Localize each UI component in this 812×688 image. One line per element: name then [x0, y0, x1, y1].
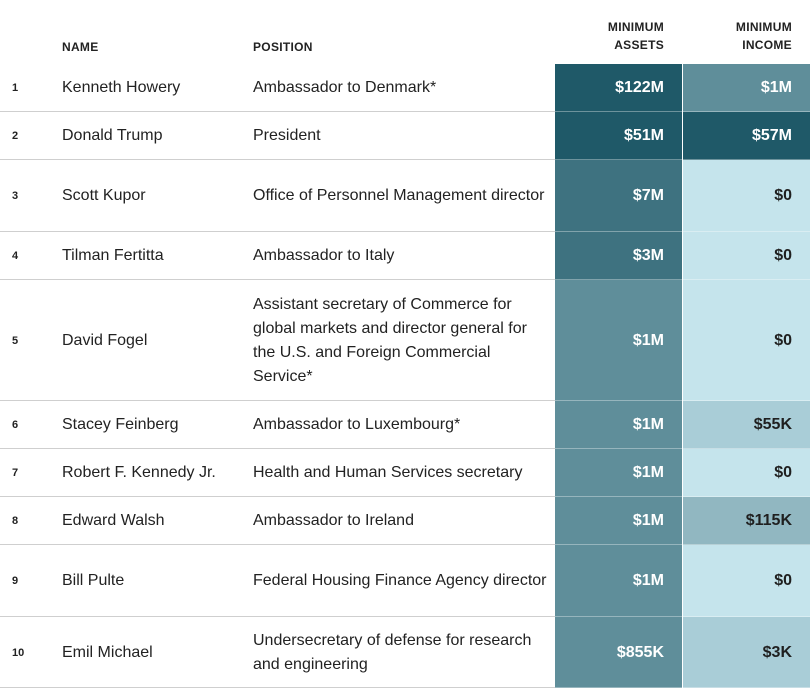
row-rank: 1 — [12, 82, 19, 94]
row-name: Bill Pulte — [62, 572, 125, 589]
row-divider — [0, 400, 555, 401]
row-name: Scott Kupor — [62, 187, 146, 204]
table-header: NAME POSITION MINIMUM ASSETS MINIMUM INC… — [0, 0, 812, 64]
income-cell: $55K — [683, 401, 810, 449]
table-row: 3 Scott Kupor Office of Personnel Manageme… — [0, 160, 812, 232]
income-cell: $0 — [683, 280, 810, 401]
row-rank: 10 — [12, 646, 25, 659]
row-divider — [0, 616, 555, 617]
cell-divider — [555, 279, 810, 280]
row-rank: 7 — [12, 467, 19, 479]
column-header-assets-line1: MINIMUM — [607, 20, 664, 34]
column-header-income-line2: INCOME — [742, 38, 792, 52]
column-header-name: NAME — [62, 40, 99, 54]
row-position: Ambassador to Ireland — [253, 512, 414, 529]
row-position: Assistant secretary of Commerce for glob… — [253, 295, 527, 385]
row-divider — [0, 496, 555, 497]
row-divider — [0, 231, 555, 232]
assets-cell: $1M — [555, 449, 682, 497]
income-cell: $115K — [683, 497, 810, 545]
cell-divider — [555, 496, 810, 497]
row-name: David Fogel — [62, 331, 148, 349]
row-divider — [0, 111, 555, 112]
income-cell: $1M — [683, 64, 810, 112]
cell-divider — [555, 159, 810, 160]
row-divider — [0, 279, 555, 280]
row-rank: 8 — [12, 515, 19, 527]
cell-divider — [555, 448, 810, 449]
row-position: President — [253, 127, 321, 144]
row-position: Federal Housing Finance Agency director — [253, 572, 547, 589]
row-rank: 5 — [12, 334, 19, 347]
row-divider — [0, 544, 555, 545]
assets-cell: $122M — [555, 64, 682, 112]
cell-divider — [555, 231, 810, 232]
row-rank: 6 — [12, 419, 19, 431]
table-row: 10 Emil Michael Undersecretary of defense … — [0, 617, 812, 688]
row-name: Emil Michael — [62, 643, 153, 661]
income-cell: $0 — [683, 160, 810, 232]
cell-divider — [555, 544, 810, 545]
assets-cell: $51M — [555, 112, 682, 160]
row-name: Stacey Feinberg — [62, 416, 179, 433]
cell-divider — [555, 400, 810, 401]
cell-divider — [555, 616, 810, 617]
row-name: Tilman Fertitta — [62, 247, 164, 264]
row-rank: 4 — [12, 250, 19, 262]
table-row: 2 Donald Trump President $51M $57M — [0, 112, 812, 160]
row-divider — [0, 159, 555, 160]
assets-cell: $1M — [555, 545, 682, 617]
assets-cell: $3M — [555, 232, 682, 280]
row-position: Health and Human Services secretary — [253, 464, 523, 481]
table-row: 8 Edward Walsh Ambassador to Ireland $1M $11… — [0, 497, 812, 545]
assets-cell: $855K — [555, 617, 682, 688]
row-position: Undersecretary of defense for research a… — [253, 631, 532, 673]
row-rank: 3 — [12, 190, 19, 202]
row-name: Kenneth Howery — [62, 79, 181, 96]
income-cell: $0 — [683, 232, 810, 280]
column-header-assets-line2: ASSETS — [614, 38, 664, 52]
table-row: 1 Kenneth Howery Ambassador to Denmark* $12… — [0, 64, 812, 112]
income-cell: $0 — [683, 545, 810, 617]
income-cell: $57M — [683, 112, 810, 160]
table-row: 7 Robert F. Kennedy Jr. Health and Human S… — [0, 449, 812, 497]
table-row: 9 Bill Pulte Federal Housing Finance Agenc… — [0, 545, 812, 617]
column-header-income-line1: MINIMUM — [735, 20, 792, 34]
row-position: Office of Personnel Management director — [253, 187, 545, 204]
table-row: 4 Tilman Fertitta Ambassador to Italy $3M $0 — [0, 232, 812, 280]
column-header-income: MINIMUM INCOME — [736, 18, 792, 54]
row-divider — [0, 448, 555, 449]
assets-cell: $7M — [555, 160, 682, 232]
column-header-assets: MINIMUM ASSETS — [608, 18, 664, 54]
table-row: 5 David Fogel Assistant secretary of Comme… — [0, 280, 812, 401]
income-cell: $0 — [683, 449, 810, 497]
row-rank: 2 — [12, 130, 19, 142]
cell-divider — [555, 111, 810, 112]
row-position: Ambassador to Italy — [253, 247, 395, 264]
row-name: Donald Trump — [62, 127, 163, 144]
assets-cell: $1M — [555, 401, 682, 449]
row-name: Edward Walsh — [62, 512, 165, 529]
row-name: Robert F. Kennedy Jr. — [62, 464, 216, 481]
row-rank: 9 — [12, 575, 19, 587]
assets-cell: $1M — [555, 280, 682, 401]
column-header-position: POSITION — [253, 40, 313, 54]
row-position: Ambassador to Denmark* — [253, 79, 437, 96]
table-row: 6 Stacey Feinberg Ambassador to Luxembourg… — [0, 401, 812, 449]
assets-cell: $1M — [555, 497, 682, 545]
income-cell: $3K — [683, 617, 810, 688]
row-position: Ambassador to Luxembourg* — [253, 416, 461, 433]
